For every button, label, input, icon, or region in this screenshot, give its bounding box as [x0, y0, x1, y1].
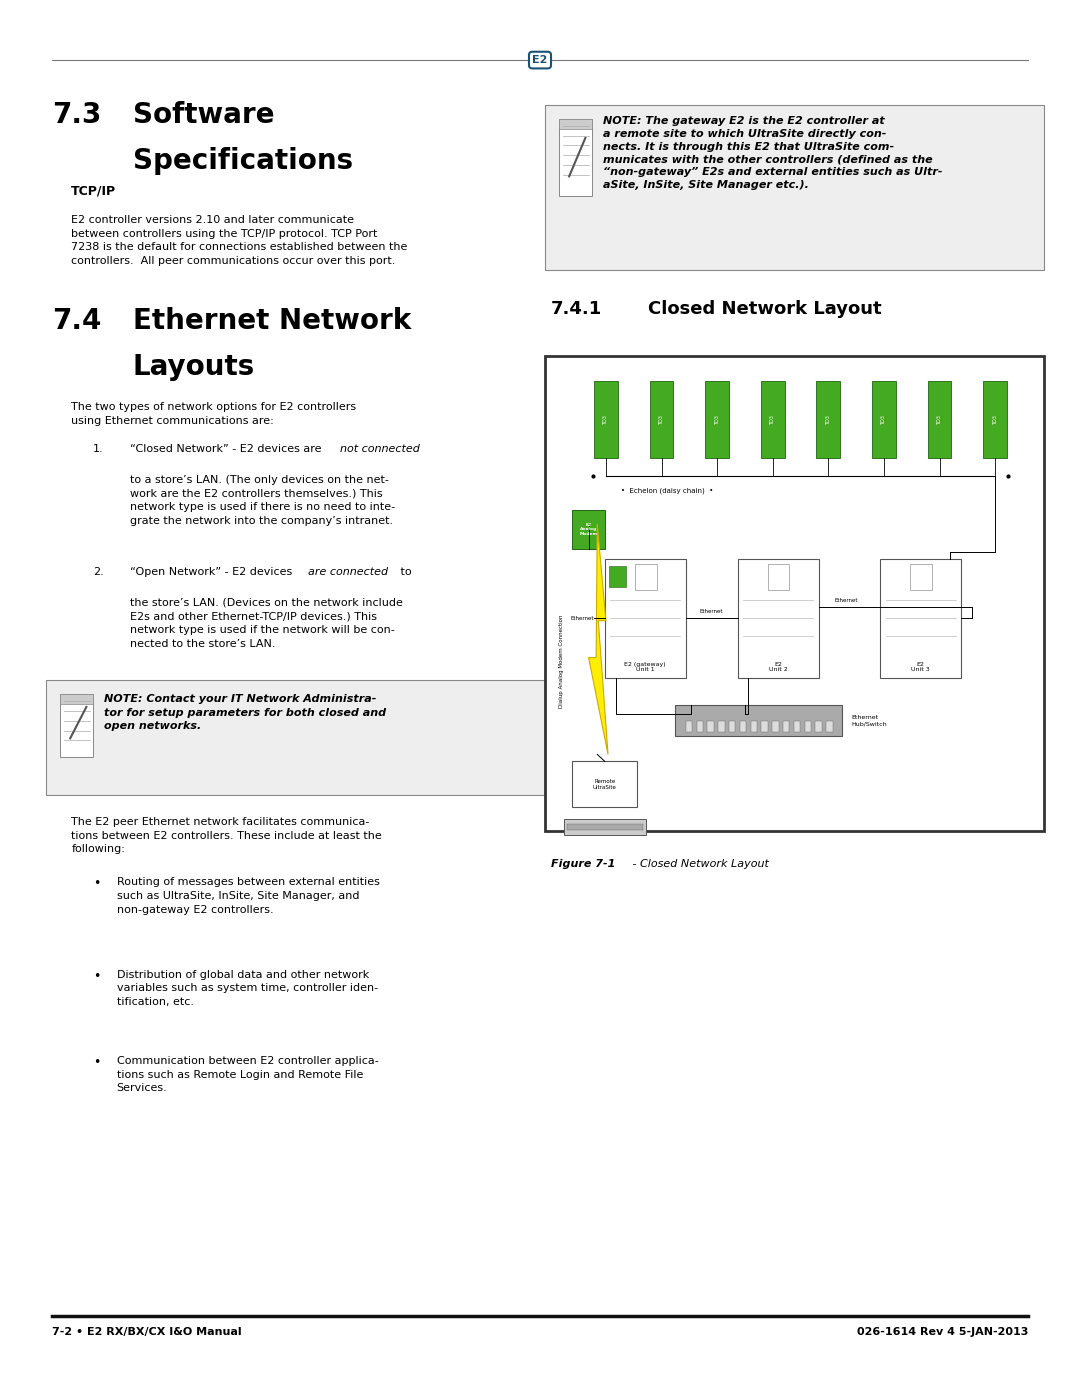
Text: •: •: [93, 877, 100, 890]
Text: to a store’s LAN. (The only devices on the net-
work are the E2 controllers them: to a store’s LAN. (The only devices on t…: [130, 475, 394, 525]
Bar: [751, 721, 757, 732]
Bar: [545, 105, 1044, 270]
Text: Figure 7-1: Figure 7-1: [551, 859, 616, 869]
Bar: [729, 721, 735, 732]
Bar: [545, 356, 1044, 831]
Text: 2.: 2.: [93, 567, 104, 577]
Text: Closed Network Layout: Closed Network Layout: [648, 300, 881, 319]
Text: 7.4.1: 7.4.1: [551, 300, 602, 319]
Text: - Closed Network Layout: - Closed Network Layout: [629, 859, 769, 869]
Text: E2
Unit 2: E2 Unit 2: [769, 662, 787, 672]
Text: to: to: [397, 567, 413, 577]
Bar: [705, 381, 729, 458]
Bar: [740, 721, 746, 732]
Bar: [650, 381, 674, 458]
Bar: [815, 721, 822, 732]
Bar: [738, 559, 819, 678]
Bar: [718, 721, 725, 732]
Bar: [761, 721, 768, 732]
Bar: [572, 510, 605, 549]
Bar: [783, 721, 789, 732]
Bar: [567, 824, 643, 830]
Text: TD3: TD3: [659, 415, 664, 425]
Text: “Closed Network” - E2 devices are: “Closed Network” - E2 devices are: [130, 444, 325, 454]
Bar: [772, 721, 779, 732]
Text: Specifications: Specifications: [133, 147, 353, 175]
Bar: [910, 564, 932, 590]
Bar: [60, 694, 93, 704]
Polygon shape: [589, 524, 608, 754]
Text: are connected: are connected: [308, 567, 388, 577]
Text: Ethernet: Ethernet: [570, 616, 594, 620]
Bar: [794, 721, 800, 732]
Bar: [707, 721, 714, 732]
Text: Routing of messages between external entities
such as UltraSite, InSite, Site Ma: Routing of messages between external ent…: [117, 877, 379, 915]
Text: •: •: [93, 1056, 100, 1069]
Bar: [826, 721, 833, 732]
Text: 7.4: 7.4: [52, 307, 102, 335]
Text: not connected: not connected: [340, 444, 420, 454]
Text: TD3: TD3: [937, 415, 942, 425]
Text: E2: E2: [532, 54, 548, 66]
Text: •: •: [93, 970, 100, 982]
Text: Ethernet: Ethernet: [700, 609, 724, 615]
Text: E2
Analog
Modem: E2 Analog Modem: [580, 522, 597, 536]
Bar: [928, 381, 951, 458]
Text: NOTE: Contact your IT Network Administra-
tor for setup parameters for both clos: NOTE: Contact your IT Network Administra…: [104, 694, 386, 731]
Text: 026-1614 Rev 4 5-JAN-2013: 026-1614 Rev 4 5-JAN-2013: [856, 1327, 1028, 1337]
Bar: [635, 564, 657, 590]
Text: TD3: TD3: [993, 415, 998, 425]
Text: TD3: TD3: [881, 415, 887, 425]
Bar: [564, 819, 646, 835]
Bar: [572, 761, 637, 807]
Text: TD3: TD3: [715, 415, 719, 425]
Text: The two types of network options for E2 controllers
using Ethernet communication: The two types of network options for E2 …: [71, 402, 356, 426]
Bar: [675, 705, 842, 736]
Text: 7-2 • E2 RX/BX/CX I&O Manual: 7-2 • E2 RX/BX/CX I&O Manual: [52, 1327, 242, 1337]
Bar: [46, 680, 545, 795]
Bar: [805, 721, 811, 732]
Bar: [60, 694, 93, 757]
Bar: [816, 381, 840, 458]
Text: E2 controller versions 2.10 and later communicate
between controllers using the : E2 controller versions 2.10 and later co…: [71, 215, 407, 265]
Text: 1.: 1.: [93, 444, 104, 454]
Text: Ethernet Network: Ethernet Network: [133, 307, 411, 335]
Text: Communication between E2 controller applica-
tions such as Remote Login and Remo: Communication between E2 controller appl…: [117, 1056, 378, 1094]
Text: •  Echelon (daisy chain)  •: • Echelon (daisy chain) •: [621, 488, 713, 495]
Text: Software: Software: [133, 101, 274, 129]
Bar: [768, 564, 789, 590]
Text: TD3: TD3: [826, 415, 831, 425]
Bar: [880, 559, 961, 678]
Bar: [873, 381, 896, 458]
Text: Layouts: Layouts: [133, 353, 255, 381]
Bar: [984, 381, 1008, 458]
Text: “Open Network” - E2 devices: “Open Network” - E2 devices: [130, 567, 295, 577]
Bar: [609, 566, 626, 587]
Bar: [697, 721, 703, 732]
Text: Remote
UltraSite: Remote UltraSite: [593, 780, 617, 789]
Text: Ethernet: Ethernet: [835, 598, 859, 604]
Bar: [594, 381, 618, 458]
Text: TD3: TD3: [770, 415, 775, 425]
Bar: [559, 119, 592, 129]
Text: The E2 peer Ethernet network facilitates communica-
tions between E2 controllers: The E2 peer Ethernet network facilitates…: [71, 817, 382, 855]
Text: NOTE: The gateway E2 is the E2 controller at
a remote site to which UltraSite di: NOTE: The gateway E2 is the E2 controlle…: [603, 116, 942, 190]
Bar: [761, 381, 785, 458]
Text: 7.3: 7.3: [52, 101, 102, 129]
Text: TCP/IP: TCP/IP: [71, 184, 117, 197]
Bar: [559, 119, 592, 196]
Text: Ethernet
Hub/Switch: Ethernet Hub/Switch: [851, 715, 887, 726]
Text: Dialup Analog Modem Connection: Dialup Analog Modem Connection: [559, 615, 564, 708]
Text: Distribution of global data and other network
variables such as system time, con: Distribution of global data and other ne…: [117, 970, 378, 1007]
Bar: [605, 559, 686, 678]
Text: TD3: TD3: [604, 415, 608, 425]
Bar: [686, 721, 692, 732]
Text: E2 (gateway)
Unit 1: E2 (gateway) Unit 1: [624, 662, 666, 672]
Text: the store’s LAN. (Devices on the network include
E2s and other Ethernet-TCP/IP d: the store’s LAN. (Devices on the network…: [130, 598, 403, 648]
Text: E2
Unit 3: E2 Unit 3: [912, 662, 930, 672]
